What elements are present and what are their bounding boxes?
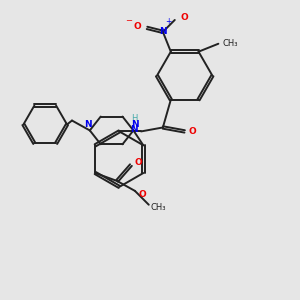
Text: −: − bbox=[125, 16, 132, 26]
Text: +: + bbox=[166, 17, 172, 26]
Text: O: O bbox=[135, 158, 143, 166]
Text: N: N bbox=[130, 125, 138, 134]
Text: H: H bbox=[131, 114, 137, 123]
Text: O: O bbox=[139, 190, 147, 199]
Text: CH₃: CH₃ bbox=[151, 203, 167, 212]
Text: CH₃: CH₃ bbox=[223, 39, 238, 48]
Text: O: O bbox=[189, 127, 196, 136]
Text: N: N bbox=[84, 120, 92, 129]
Text: N: N bbox=[132, 120, 139, 129]
Text: O: O bbox=[181, 14, 189, 22]
Text: N: N bbox=[159, 27, 167, 36]
Text: O: O bbox=[133, 22, 141, 32]
